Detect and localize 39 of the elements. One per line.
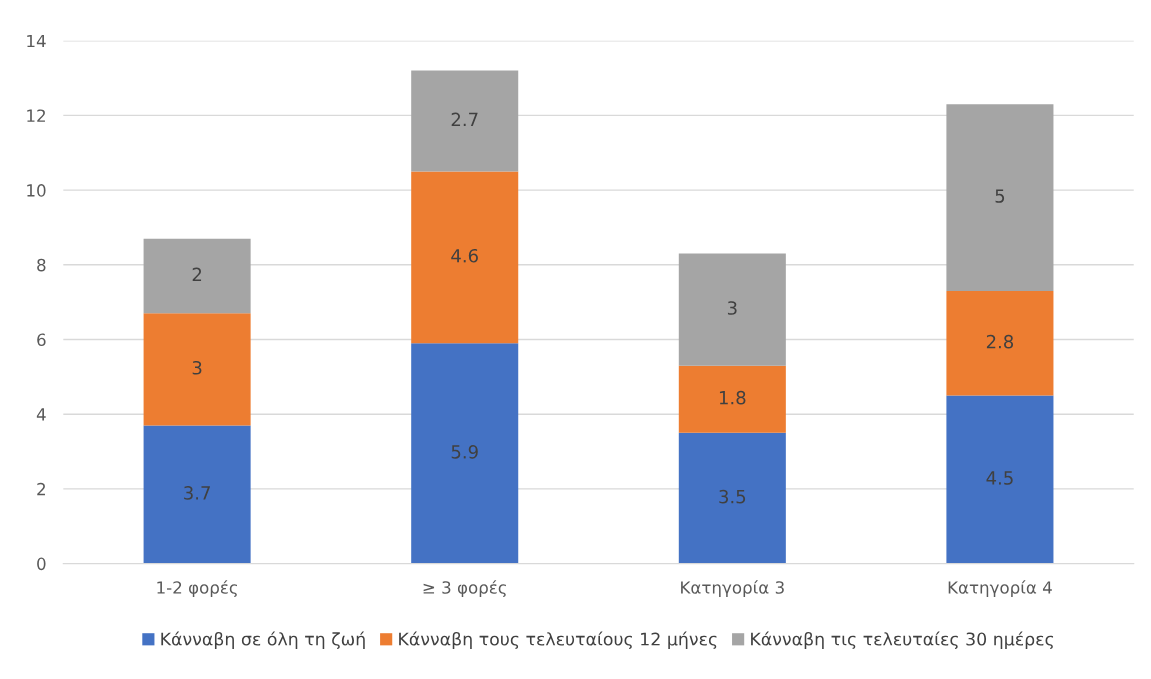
data-label: 3 <box>727 301 737 315</box>
data-label: 1.8 <box>719 390 746 405</box>
data-label: 3 <box>192 360 202 375</box>
y-tick-label: 4 <box>36 408 46 421</box>
bar <box>946 395 1054 564</box>
y-tick-label: 6 <box>37 333 46 347</box>
bar <box>678 432 786 564</box>
data-label: 2.7 <box>451 112 478 127</box>
y-tick-label: 0 <box>37 557 46 571</box>
x-tick-label: Κατηγορία 4 <box>948 580 1052 598</box>
bar <box>678 253 786 366</box>
bar <box>143 425 251 564</box>
y-tick-label: 14 <box>27 34 46 48</box>
bar <box>678 365 786 433</box>
bar <box>411 70 519 172</box>
data-label: 5.9 <box>451 444 478 459</box>
x-tick-label: ≥ 3 φορές <box>423 580 506 598</box>
legend-label: Κάνναβη τις τελευταίες 30 ημέρες <box>751 631 1054 650</box>
y-tick-label: 2 <box>37 482 45 496</box>
bar <box>946 290 1054 396</box>
data-label: 3.5 <box>719 489 746 504</box>
bar <box>946 104 1054 291</box>
y-tick-label: 10 <box>27 184 46 197</box>
bar <box>411 171 519 344</box>
x-tick-label: Κατηγορία 3 <box>681 580 784 598</box>
legend-label: Κάνναβη τους τελευταίους 12 μήνες <box>399 631 717 650</box>
data-label: 3.7 <box>184 486 210 500</box>
data-label: 4.6 <box>451 248 478 263</box>
bar <box>143 238 251 314</box>
bar <box>143 313 251 426</box>
data-label: 2.8 <box>986 334 1014 349</box>
data-label: 4.5 <box>986 471 1013 485</box>
y-tick-label: 12 <box>27 109 45 122</box>
data-label: 5 <box>995 189 1005 203</box>
bar <box>411 343 519 564</box>
x-tick-label: 1-2 φορές <box>157 580 237 598</box>
data-label: 2 <box>192 267 202 281</box>
y-tick-label: 8 <box>37 258 46 272</box>
legend-label: Κάνναβη σε όλη τη ζωή <box>161 631 365 650</box>
